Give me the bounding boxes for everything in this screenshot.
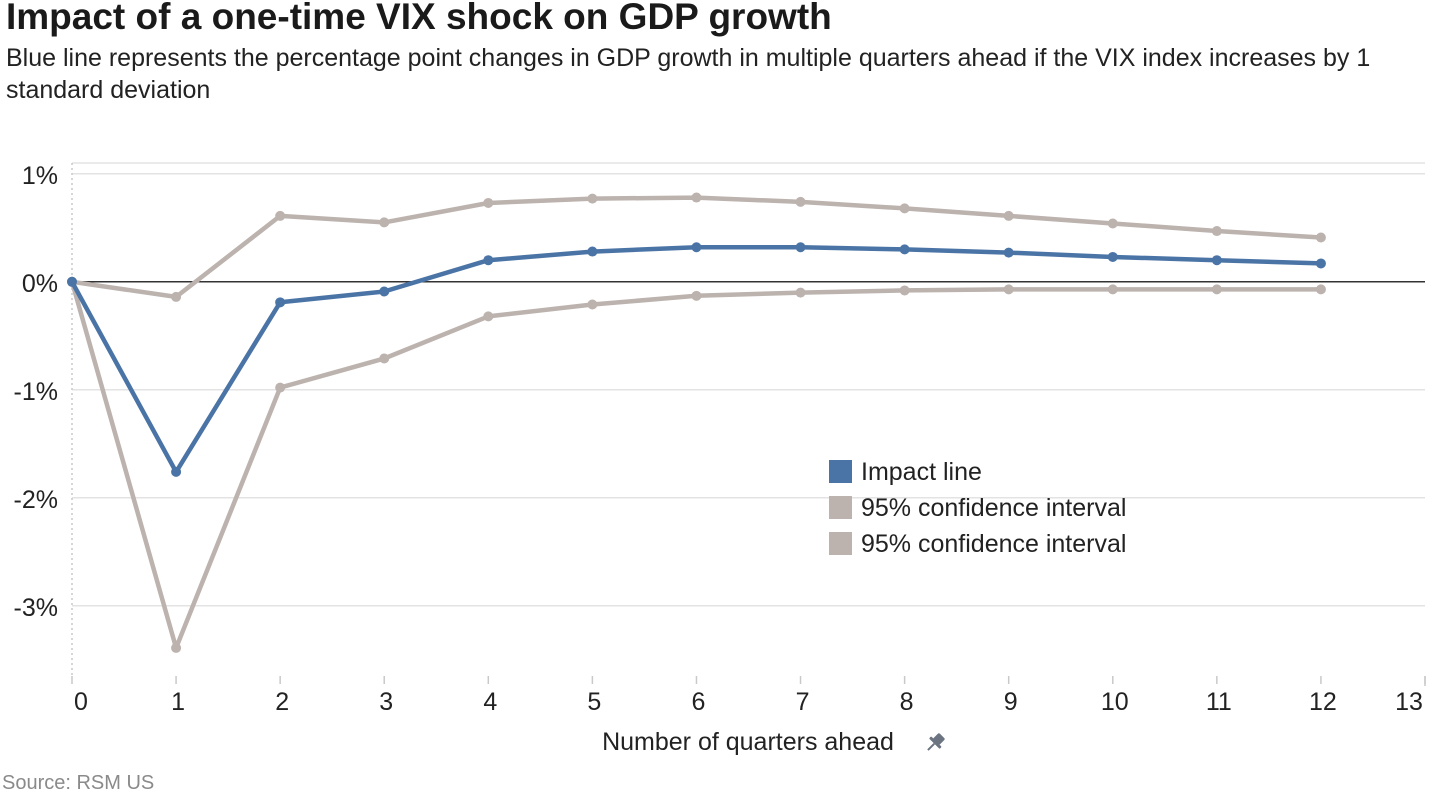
y-tick-label: -2% (14, 486, 58, 514)
source-note: Source: RSM US (2, 772, 155, 794)
x-tick-label: 5 (587, 688, 601, 716)
data-point[interactable] (483, 311, 494, 322)
data-point[interactable] (587, 246, 598, 257)
data-point[interactable] (1107, 284, 1118, 295)
data-point[interactable] (1315, 284, 1326, 295)
x-tick-label: 9 (1004, 688, 1018, 716)
pin-icon[interactable] (923, 731, 948, 756)
data-point[interactable] (1315, 232, 1326, 243)
x-tick-label: 10 (1101, 688, 1129, 716)
x-tick-label: 0 (74, 688, 88, 716)
x-tick-label: 8 (900, 688, 914, 716)
data-point[interactable] (691, 290, 702, 301)
data-point[interactable] (1107, 251, 1118, 262)
chart-title: Impact of a one-time VIX shock on GDP gr… (6, 0, 832, 37)
legend-label[interactable]: Impact line (861, 458, 982, 486)
data-point[interactable] (171, 291, 182, 302)
data-point[interactable] (379, 217, 390, 228)
x-axis-title: Number of quarters ahead (602, 728, 894, 756)
data-point[interactable] (275, 210, 286, 221)
data-point[interactable] (171, 466, 182, 477)
data-point[interactable] (67, 276, 77, 287)
data-point[interactable] (275, 382, 286, 393)
y-tick-label: -3% (14, 594, 58, 622)
legend-swatch[interactable] (829, 460, 852, 483)
data-point[interactable] (899, 285, 910, 296)
x-tick-label: 7 (796, 688, 810, 716)
data-point[interactable] (1003, 284, 1014, 295)
data-point[interactable] (795, 287, 806, 298)
data-point[interactable] (1107, 218, 1118, 229)
data-point[interactable] (1315, 258, 1326, 269)
data-point[interactable] (1211, 255, 1222, 266)
data-point[interactable] (1211, 226, 1222, 237)
y-tick-label: -1% (14, 378, 58, 406)
data-point[interactable] (587, 299, 598, 310)
x-tick-label: 11 (1206, 688, 1232, 716)
data-point[interactable] (795, 242, 806, 253)
legend-label[interactable]: 95% confidence interval (861, 530, 1126, 558)
data-point[interactable] (171, 642, 182, 653)
x-tick-label: 13 (1395, 688, 1423, 716)
y-tick-label: 1% (22, 162, 58, 190)
x-tick-label: 6 (692, 688, 706, 716)
y-tick-label: 0% (22, 270, 58, 298)
grid-lines (72, 162, 1425, 607)
data-point[interactable] (1003, 247, 1014, 258)
data-point[interactable] (795, 196, 806, 207)
legend-swatch[interactable] (829, 532, 852, 555)
chart-subtitle: Blue line represents the percentage poin… (6, 44, 1371, 104)
legend-label[interactable]: 95% confidence interval (861, 494, 1126, 522)
data-point[interactable] (691, 192, 702, 203)
data-point[interactable] (691, 242, 702, 253)
series-lines (67, 192, 1326, 653)
axes (71, 163, 1426, 686)
data-point[interactable] (587, 193, 598, 204)
data-point[interactable] (1211, 284, 1222, 295)
legend-swatch[interactable] (829, 496, 852, 519)
data-point[interactable] (899, 203, 910, 214)
data-point[interactable] (275, 297, 286, 308)
data-point[interactable] (483, 197, 494, 208)
data-point[interactable] (899, 244, 910, 255)
x-tick-label: 4 (483, 688, 497, 716)
legend[interactable]: Impact line 95% confidence interval 95% co… (829, 458, 1126, 558)
x-tick-label: 1 (171, 688, 185, 716)
data-point[interactable] (379, 286, 390, 297)
x-tick-label: 2 (275, 688, 289, 716)
data-point[interactable] (379, 353, 390, 364)
tick-labels: -3%-2%-1%0%1%0 1 2 3 4 5 6 7 8 9 10 11 12 13 (14, 162, 1423, 716)
x-tick-label: 12 (1309, 688, 1337, 716)
x-tick-label: 3 (379, 688, 393, 716)
data-point[interactable] (1003, 210, 1014, 221)
data-point[interactable] (483, 255, 494, 266)
